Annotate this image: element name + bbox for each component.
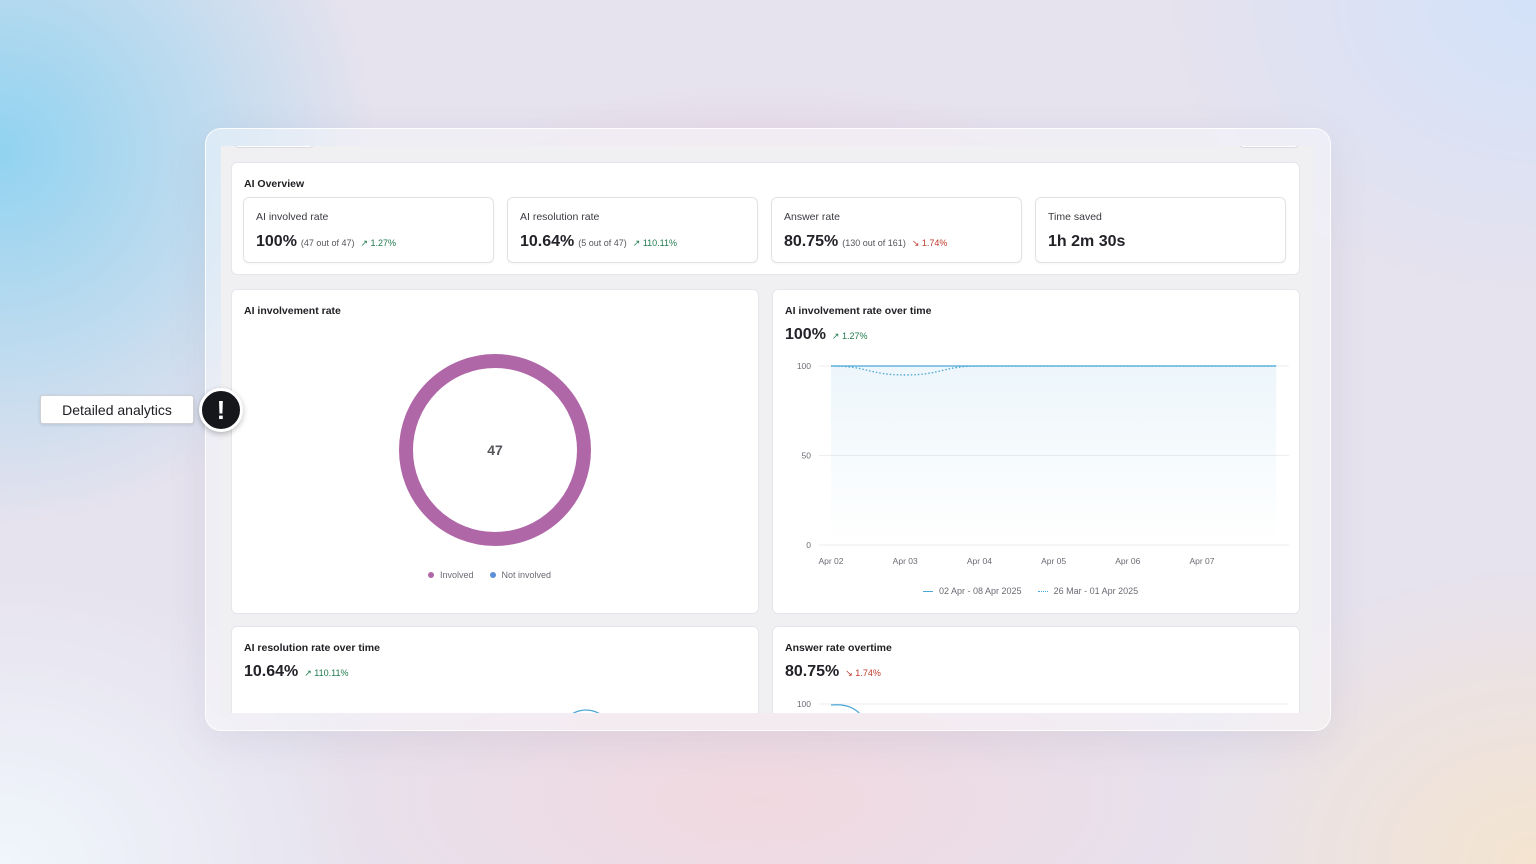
ai-involvement-over-time-card: AI involvement rate over time 100% ↗ 1.2… (772, 289, 1300, 614)
exclamation-icon[interactable]: ! (199, 388, 243, 432)
partial-series-line (572, 709, 600, 713)
top-tab-stub-right (1238, 146, 1300, 148)
legend-label: Not involved (501, 570, 552, 580)
legend-label: Involved (440, 570, 474, 580)
ai-involvement-rate-card: AI involvement rate 47 Involved Not invo… (231, 289, 759, 614)
trend-badge: ↗ 110.11% (632, 238, 678, 248)
x-tick-label: Apr 04 (967, 556, 992, 566)
donut-chart: 47 (399, 354, 591, 546)
line-chart: 100 50 0 Apr 02 Apr 03 Apr 04 Apr 05 Apr 06 Apr… (797, 361, 1289, 566)
card-title: AI resolution rate over time (244, 642, 380, 654)
stat-answer-rate[interactable]: Answer rate 80.75% (130 out of 161) ↘ 1.… (771, 197, 1022, 263)
x-tick-label: Apr 07 (1189, 556, 1214, 566)
ai-resolution-over-time-card: AI resolution rate over time 10.64% ↗ 11… (231, 626, 759, 713)
stat-label: Answer rate (784, 211, 841, 223)
dashboard-screen: AI Overview AI involved rate 100% (47 ou… (221, 146, 1313, 713)
stat-time-saved[interactable]: Time saved 1h 2m 30s (1035, 197, 1286, 263)
stat-ai-involved-rate[interactable]: AI involved rate 100% (47 out of 47) ↗ 1… (243, 197, 494, 263)
resolution-chart-partial (572, 709, 600, 713)
y-tick-label: 50 (802, 451, 812, 461)
stat-value: 1h 2m 30s (1048, 233, 1126, 250)
donut-slice-involved[interactable] (399, 354, 591, 546)
stat-value: 80.75% (784, 233, 839, 250)
legend-dot (428, 572, 434, 578)
donut-center-value: 47 (487, 442, 503, 458)
headline-value: 80.75% (785, 663, 840, 680)
y-tick-label: 0 (806, 540, 811, 550)
trend-badge: ↘ 1.74% (845, 668, 881, 678)
legend-item-involved[interactable]: Involved (428, 570, 474, 580)
top-tab-stub-left (233, 146, 315, 148)
series-area (831, 366, 1277, 545)
ai-overview-title: AI Overview (244, 178, 305, 190)
donut-legend: Involved Not involved (428, 570, 551, 580)
x-tick-label: Apr 03 (893, 556, 918, 566)
legend-swatch (923, 590, 933, 592)
stat-detail: (47 out of 47) (300, 238, 355, 248)
card-title: AI involvement rate (244, 305, 341, 317)
legend-label: 02 Apr - 08 Apr 2025 (939, 586, 1022, 596)
x-tick-label: Apr 06 (1115, 556, 1140, 566)
stat-detail: (130 out of 161) (842, 238, 906, 248)
legend-label: 26 Mar - 01 Apr 2025 (1053, 586, 1139, 596)
stat-detail: (5 out of 47) (578, 238, 627, 248)
partial-series-line (830, 704, 860, 713)
legend-item-current-period[interactable]: 02 Apr - 08 Apr 2025 (923, 586, 1022, 596)
trend-badge: ↗ 110.11% (304, 668, 349, 678)
legend-swatch (1037, 590, 1048, 592)
y-tick-label: 100 (797, 361, 811, 371)
trend-badge: ↗ 1.27% (831, 331, 868, 341)
series-line-previous[interactable] (830, 365, 1277, 376)
answer-chart-partial: 100 (797, 699, 1289, 713)
x-tick-label: Apr 05 (1041, 556, 1066, 566)
ai-overview-card: AI Overview AI involved rate 100% (47 ou… (231, 162, 1300, 275)
stat-label: AI resolution rate (520, 211, 600, 223)
headline-value: 10.64% (244, 663, 299, 680)
stat-label: Time saved (1048, 211, 1102, 223)
legend-item-not-involved[interactable]: Not involved (489, 570, 552, 580)
answer-rate-over-time-card: Answer rate overtime 80.75% ↘ 1.74% 100 (772, 626, 1300, 713)
card-title: Answer rate overtime (785, 642, 892, 654)
stat-value: 100% (256, 233, 297, 250)
line-legend: 02 Apr - 08 Apr 2025 26 Mar - 01 Apr 202… (923, 586, 1138, 596)
trend-badge: ↘ 1.74% (911, 238, 948, 248)
card-title: AI involvement rate over time (785, 305, 932, 317)
stat-ai-resolution-rate[interactable]: AI resolution rate 10.64% (5 out of 47) … (507, 197, 758, 263)
legend-dot (489, 572, 496, 578)
trend-badge: ↗ 1.27% (360, 238, 397, 248)
y-tick-label: 100 (797, 699, 811, 709)
headline-value: 100% (785, 326, 826, 343)
stat-value: 10.64% (520, 233, 575, 250)
detailed-analytics-callout[interactable]: Detailed analytics (40, 395, 194, 424)
x-tick-label: Apr 02 (818, 556, 843, 566)
legend-item-previous-period[interactable]: 26 Mar - 01 Apr 2025 (1037, 586, 1139, 596)
stat-label: AI involved rate (256, 211, 329, 223)
